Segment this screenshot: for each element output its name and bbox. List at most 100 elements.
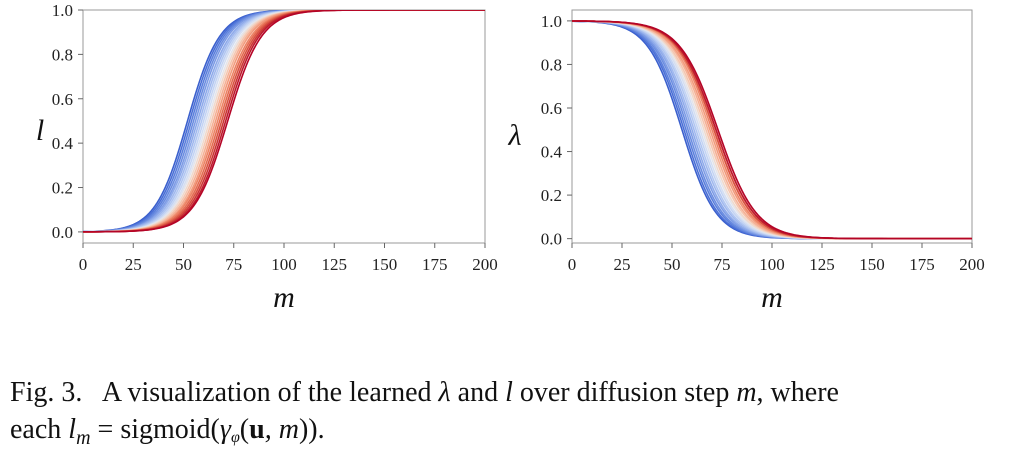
x-tick-label: 25 bbox=[614, 255, 631, 274]
x-tick-label: 0 bbox=[568, 255, 577, 274]
series-line-curve-11 bbox=[83, 10, 485, 233]
series-line-curve-20 bbox=[83, 10, 485, 233]
y-tick-label: 0.0 bbox=[541, 230, 562, 249]
series-line-curve-8 bbox=[83, 10, 485, 233]
caption-and: and bbox=[457, 377, 499, 408]
caption-comma-m: , m bbox=[264, 414, 299, 445]
caption-symbol-lambda: λ bbox=[438, 377, 451, 408]
caption-open: ( bbox=[239, 414, 250, 445]
caption-eq: = sigmoid( bbox=[97, 414, 220, 445]
series-group bbox=[572, 20, 972, 240]
series-line-curve-16 bbox=[572, 20, 972, 240]
x-tick-label: 0 bbox=[79, 255, 88, 274]
y-tick-label: 0.6 bbox=[52, 90, 73, 109]
y-tick-label: 0.2 bbox=[52, 179, 73, 198]
series-group bbox=[83, 10, 485, 233]
figure: 0 25 50 75 100 125 150 175 200 0.0 0.2 0.4 0.6 0.8 1.0… bbox=[36, 1, 985, 314]
caption-phi: φ bbox=[230, 429, 240, 446]
series-line-curve-13 bbox=[572, 20, 972, 240]
caption-text-1: A visualization of the learned bbox=[101, 377, 432, 408]
x-tick-label: 50 bbox=[175, 255, 192, 274]
series-line-curve-5 bbox=[83, 10, 485, 233]
series-line-curve-10 bbox=[83, 10, 485, 233]
caption-lm-base: l bbox=[68, 414, 77, 445]
series-line-curve-3 bbox=[83, 10, 485, 233]
x-tick-label: 100 bbox=[271, 255, 297, 274]
y-axis-label: λ bbox=[508, 119, 522, 152]
y-tick-label: 0.2 bbox=[541, 186, 562, 205]
plot-frame bbox=[82, 9, 486, 244]
caption-text-2: over diffusion step bbox=[519, 377, 730, 408]
x-tick-label: 175 bbox=[422, 255, 448, 274]
caption-gamma: γ bbox=[219, 414, 231, 445]
x-tick-label: 75 bbox=[225, 255, 242, 274]
series-line-curve-8 bbox=[572, 20, 972, 240]
caption-close: )). bbox=[298, 414, 325, 445]
series-line-curve-7 bbox=[572, 20, 972, 240]
figure-number: Fig. 3. bbox=[10, 377, 83, 408]
series-line-curve-7 bbox=[83, 10, 485, 233]
series-line-curve-21 bbox=[572, 20, 972, 240]
x-tick-label: 75 bbox=[714, 255, 731, 274]
x-tick-label: 50 bbox=[664, 255, 681, 274]
series-line-curve-6 bbox=[83, 10, 485, 233]
x-tick-label: 175 bbox=[909, 255, 935, 274]
caption-text-4: each bbox=[10, 414, 62, 445]
series-line-curve-12 bbox=[83, 10, 485, 233]
series-line-curve-19 bbox=[83, 10, 485, 233]
plot-lambda: 0 25 50 75 100 125 150 175 200 0.0 0.2 0.4 0.6 0.8 1.0… bbox=[508, 9, 985, 314]
series-line-curve-19 bbox=[572, 20, 972, 240]
series-line-curve-21 bbox=[83, 10, 485, 233]
x-tick-label: 25 bbox=[125, 255, 142, 274]
x-tick-label: 125 bbox=[322, 255, 348, 274]
series-line-curve-11 bbox=[572, 20, 972, 240]
series-line-curve-4 bbox=[83, 10, 485, 233]
plot-l: 0 25 50 75 100 125 150 175 200 0.0 0.2 0.4 0.6 0.8 1.0… bbox=[36, 1, 498, 314]
caption-symbol-m: m bbox=[736, 377, 757, 408]
series-line-curve-9 bbox=[572, 20, 972, 240]
series-line-curve-15 bbox=[83, 10, 485, 233]
series-line-curve-4 bbox=[572, 20, 972, 240]
series-line-curve-18 bbox=[572, 20, 972, 240]
plot-frame bbox=[571, 9, 973, 244]
y-tick-label: 0.8 bbox=[52, 45, 73, 64]
series-line-curve-20 bbox=[572, 20, 972, 240]
series-line-curve-3 bbox=[572, 20, 972, 240]
y-tick-label: 0.4 bbox=[52, 134, 74, 153]
x-tick-label: 150 bbox=[859, 255, 885, 274]
figure-caption: Fig. 3. A visualization of the learned λ… bbox=[10, 374, 1015, 457]
caption-symbol-l: l bbox=[505, 377, 513, 408]
x-tick-label: 150 bbox=[372, 255, 398, 274]
x-axis-label: m bbox=[273, 281, 295, 314]
series-line-curve-6 bbox=[572, 20, 972, 240]
series-line-curve-2 bbox=[83, 10, 485, 233]
series-line-curve-10 bbox=[572, 20, 972, 240]
x-tick-label: 100 bbox=[759, 255, 785, 274]
series-line-curve-9 bbox=[83, 10, 485, 233]
caption-lm-sub: m bbox=[76, 427, 91, 449]
x-tick-label: 200 bbox=[959, 255, 985, 274]
series-line-curve-2 bbox=[572, 20, 972, 240]
y-tick-label: 0.8 bbox=[541, 55, 562, 74]
y-tick-label: 1.0 bbox=[52, 1, 73, 20]
caption-u: u bbox=[249, 414, 265, 445]
y-tick-label: 0.0 bbox=[52, 223, 73, 242]
series-line-curve-13 bbox=[83, 10, 485, 233]
caption-text-3: , where bbox=[756, 377, 839, 408]
series-line-curve-17 bbox=[572, 20, 972, 240]
y-tick-label: 0.6 bbox=[541, 99, 562, 118]
series-line-curve-16 bbox=[83, 10, 485, 233]
series-line-curve-1 bbox=[83, 10, 485, 233]
series-line-curve-5 bbox=[572, 20, 972, 240]
y-tick-label: 0.4 bbox=[541, 143, 563, 162]
series-line-curve-17 bbox=[83, 10, 485, 233]
series-line-curve-14 bbox=[572, 20, 972, 240]
series-line-curve-1 bbox=[572, 20, 972, 240]
series-line-curve-18 bbox=[83, 10, 485, 233]
y-tick-label: 1.0 bbox=[541, 12, 562, 31]
series-line-curve-14 bbox=[83, 10, 485, 233]
x-tick-label: 125 bbox=[809, 255, 835, 274]
series-line-curve-15 bbox=[572, 20, 972, 240]
x-axis-label: m bbox=[761, 281, 783, 314]
x-tick-label: 200 bbox=[472, 255, 498, 274]
